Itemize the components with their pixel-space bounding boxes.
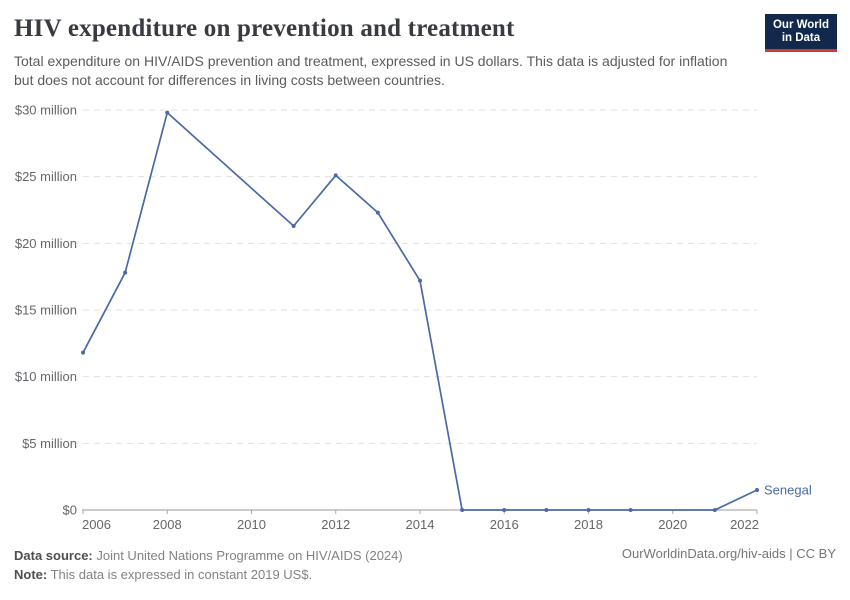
x-axis-label: 2022 [730,517,759,532]
data-point[interactable] [333,173,338,178]
data-point[interactable] [586,508,591,512]
x-axis-label: 2014 [406,517,435,532]
owid-link[interactable]: OurWorldinData.org/hiv-aids | CC BY [621,546,836,561]
x-axis-label: 2010 [237,517,266,532]
x-axis-label: 2020 [658,517,687,532]
series-end-label: Senegal [764,483,812,498]
y-axis-label: $0 [63,503,77,518]
data-point[interactable] [712,508,717,512]
y-axis-label: $30 million [15,103,77,118]
owid-logo-line2: in Data [781,32,821,44]
data-point[interactable] [165,110,170,115]
data-source-label: Data source: [14,548,93,563]
data-point[interactable] [375,210,380,215]
page-title: HIV expenditure on prevention and treatm… [14,15,515,42]
owid-logo: Our World in Data [764,14,837,52]
line-chart[interactable]: $0 $5 million $10 million $15 million $20 mi… [0,0,850,545]
data-point[interactable] [544,508,549,512]
data-point[interactable] [628,508,633,512]
note-value: This data is expressed in constant 2019 … [47,567,313,582]
y-axis-label: $10 million [15,369,77,384]
x-axis-label: 2008 [153,517,182,532]
data-source-value: Joint United Nations Programme on HIV/AI… [92,548,403,563]
data-point[interactable] [418,278,422,283]
y-axis-label: $25 million [15,169,77,184]
data-point[interactable] [755,488,759,492]
data-point[interactable] [460,508,465,512]
data-point[interactable] [81,350,85,355]
chart-subtitle: Total expenditure on HIV/AIDS prevention… [14,53,728,88]
y-axis-label: $20 million [15,236,77,251]
x-axis-label: 2012 [321,517,350,532]
owid-logo-line1: Our World [772,19,829,31]
chart-footer: Data source: Joint United Nations Progra… [14,546,403,584]
note-label: Note: [14,567,48,582]
data-point[interactable] [502,508,507,512]
x-axis-label: 2016 [490,517,519,532]
data-point[interactable] [291,224,296,228]
y-axis-label: $5 million [22,436,77,451]
data-source-line: Data source: Joint United Nations Progra… [14,546,403,565]
data-line-senegal[interactable] [82,111,758,511]
x-axis-label: 2018 [574,517,603,532]
note-line: Note: This data is expressed in constant… [14,565,403,584]
x-axis-label: 2006 [82,517,111,532]
y-axis-label: $15 million [15,303,77,318]
data-point[interactable] [123,270,128,275]
